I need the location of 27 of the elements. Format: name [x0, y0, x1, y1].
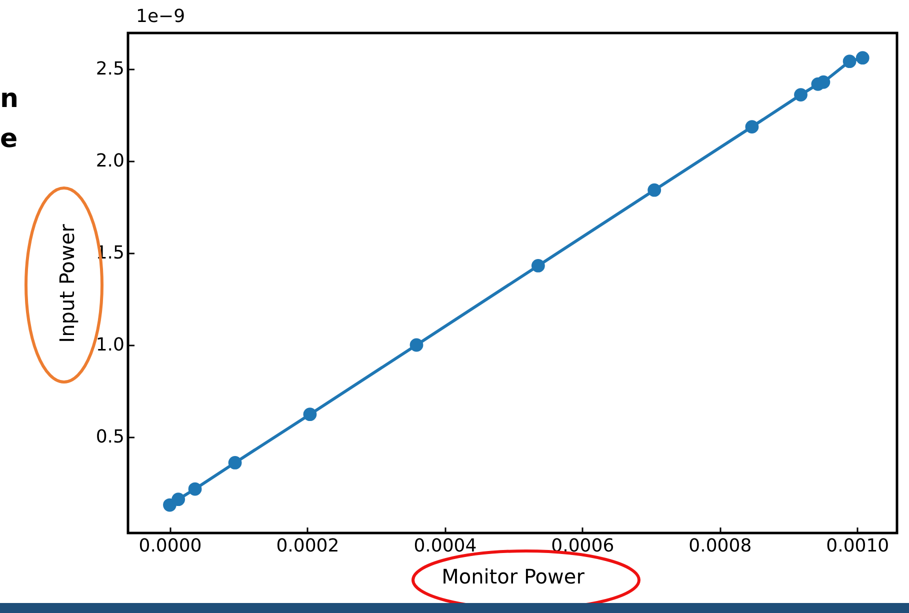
point: [228, 456, 242, 470]
x-tick-label: 0.0010: [826, 536, 890, 556]
y-tick-label: 0.5: [96, 426, 124, 448]
x-tick-label: 0.0002: [276, 536, 340, 556]
x-tick-label: 0.0008: [688, 536, 752, 556]
point: [842, 54, 856, 68]
point: [745, 120, 759, 134]
point: [172, 492, 186, 506]
y-tick-label: 1.0: [96, 334, 124, 356]
x-tick-label: 0.0004: [414, 536, 477, 556]
text: 1e−9: [136, 6, 186, 27]
text: n: [0, 84, 19, 114]
point: [856, 51, 870, 65]
text: e: [0, 124, 18, 154]
point: [303, 408, 317, 422]
x-tick-label: 0.0006: [551, 536, 614, 556]
point: [648, 183, 662, 197]
point: [188, 482, 202, 496]
point: [531, 259, 545, 272]
y-tick-label: 2.5: [96, 58, 124, 80]
y-axis-title: Input Power: [54, 223, 79, 343]
point: [410, 338, 424, 352]
x-axis-title: Monitor Power: [442, 564, 586, 588]
point: [794, 88, 808, 102]
y-tick-label: 2.0: [96, 150, 124, 172]
point: [816, 75, 830, 89]
x-tick-label: 0.0000: [138, 536, 202, 556]
